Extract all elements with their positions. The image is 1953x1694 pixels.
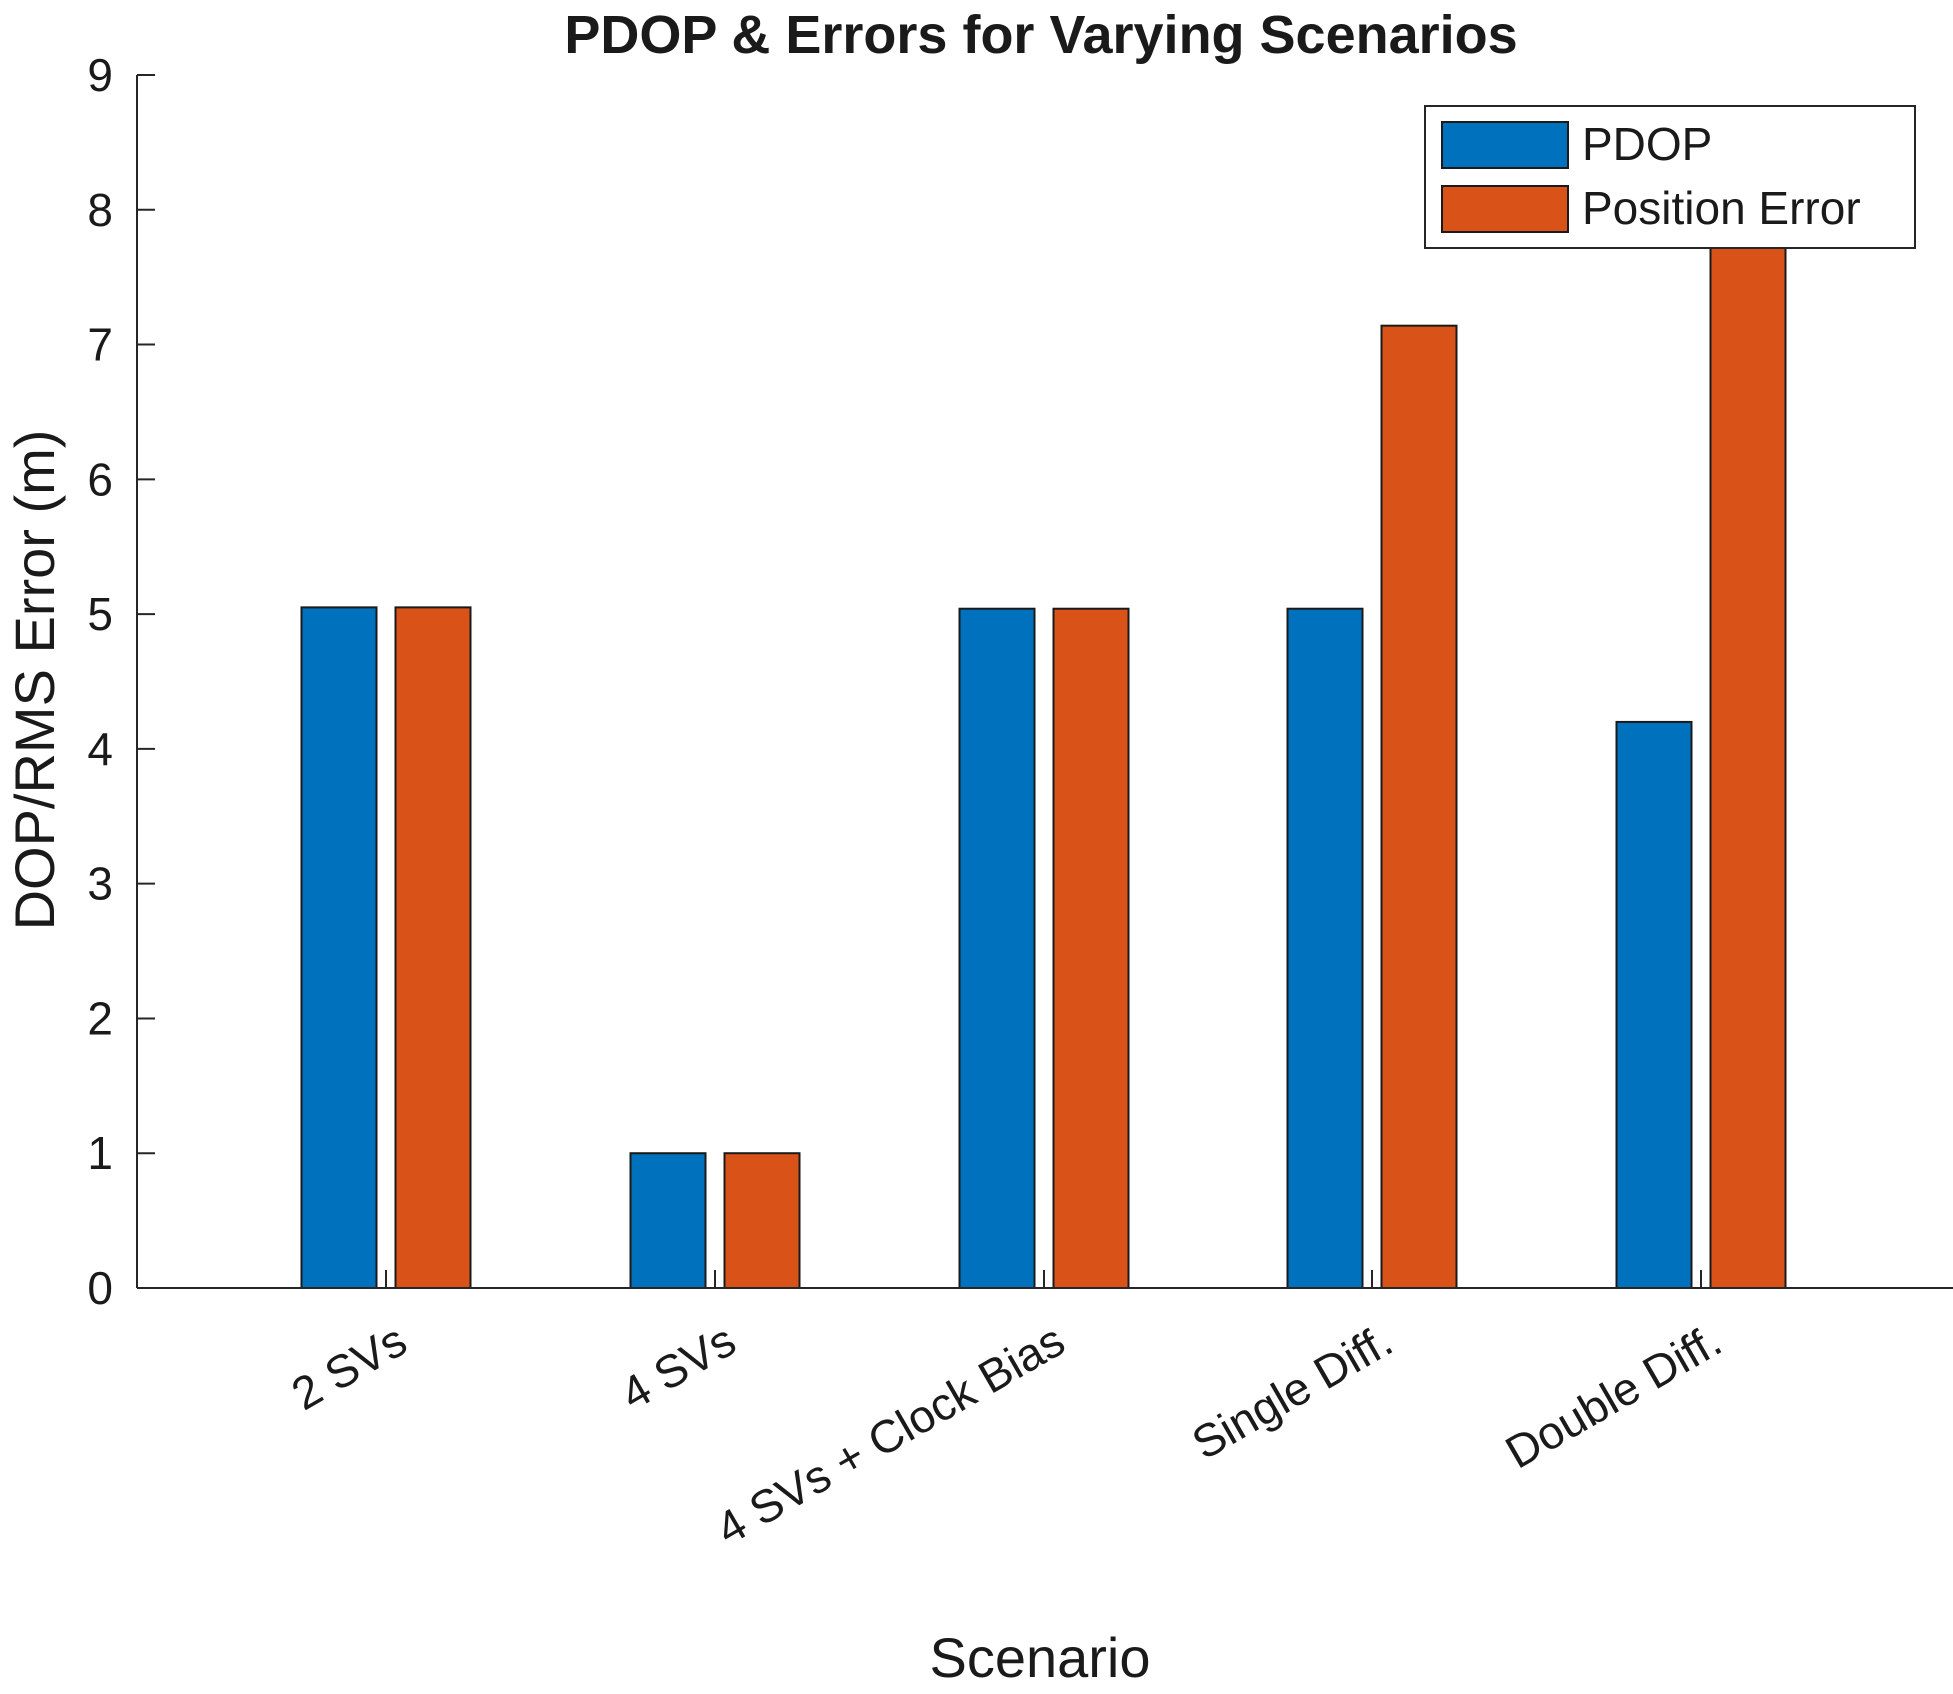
y-tick-label: 5	[87, 588, 113, 640]
bar-pdop-3	[1286, 607, 1364, 1288]
legend-label-position-error: Position Error	[1582, 182, 1861, 234]
legend-label-pdop: PDOP	[1582, 118, 1712, 170]
bar-position-error-0	[394, 606, 472, 1288]
y-tick-label: 1	[87, 1127, 113, 1179]
y-tick-label: 3	[87, 858, 113, 910]
x-tick-label: 2 SVs	[283, 1314, 415, 1420]
legend: PDOP Position Error	[1424, 105, 1916, 249]
legend-swatch-pdop	[1441, 121, 1569, 169]
x-axis-label: Scenario	[929, 1626, 1150, 1689]
y-axis-ticks: 0 1 2 3 4 5 6 7 8 9	[87, 49, 155, 1314]
y-tick-label: 9	[87, 49, 113, 101]
y-tick-label: 2	[87, 992, 113, 1044]
y-tick-label: 6	[87, 453, 113, 505]
x-tick-label: Single Diff.	[1183, 1314, 1401, 1470]
y-tick-label: 8	[87, 184, 113, 236]
y-axis-label: DOP/RMS Error (m)	[3, 430, 66, 931]
bar-pdop-2	[958, 607, 1036, 1288]
y-tick-label: 0	[87, 1262, 113, 1314]
legend-swatch-position-error	[1441, 185, 1569, 233]
bar-pdop-1	[629, 1152, 707, 1288]
bars	[300, 154, 1787, 1288]
chart-title: PDOP & Errors for Varying Scenarios	[564, 5, 1517, 65]
bar-position-error-4	[1709, 154, 1787, 1288]
x-tick-label: 4 SVs + Clock Bias	[707, 1314, 1073, 1555]
bar-position-error-3	[1380, 324, 1458, 1288]
y-tick-label: 7	[87, 319, 113, 371]
x-tick-label: Double Diff.	[1497, 1314, 1730, 1479]
bar-pdop-0	[300, 606, 378, 1288]
bar-pdop-4	[1615, 720, 1693, 1288]
y-tick-label: 4	[87, 723, 113, 775]
x-tick-label: 4 SVs	[612, 1314, 744, 1420]
bar-position-error-2	[1052, 607, 1130, 1288]
bar-position-error-1	[723, 1152, 801, 1288]
